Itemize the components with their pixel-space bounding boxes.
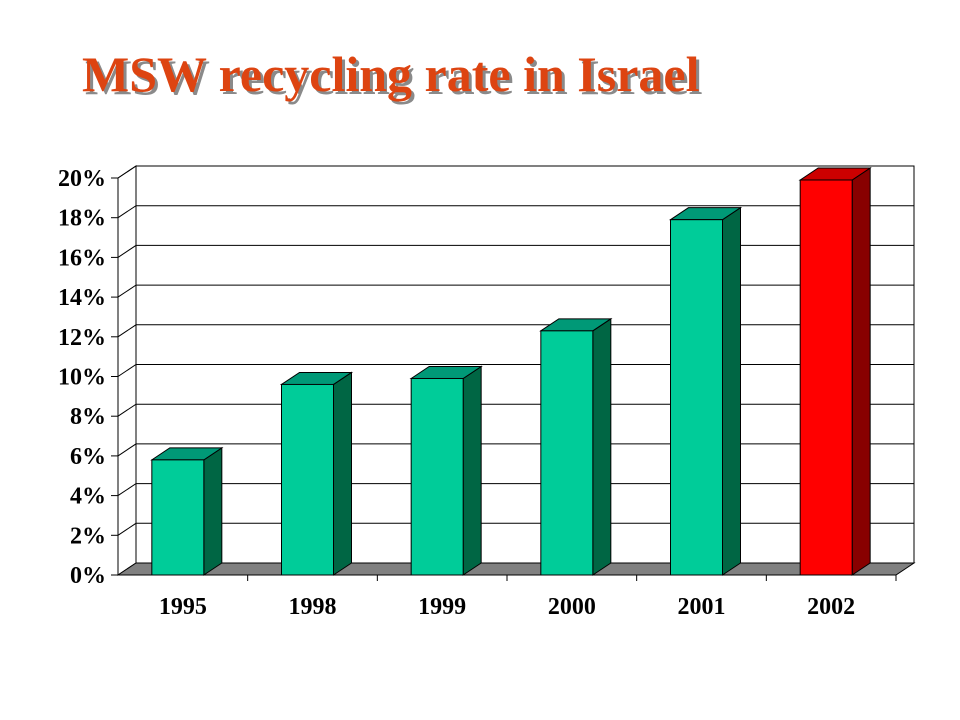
x-tick-label: 1995 (159, 594, 207, 620)
bar-side (722, 206, 741, 576)
bar-2002 (798, 167, 872, 576)
y-tick-label: 8% (70, 404, 106, 430)
x-tick-label: 2002 (807, 594, 855, 620)
x-tick-label: 2001 (678, 594, 726, 620)
gridline (117, 165, 914, 179)
bar-front (281, 383, 334, 576)
bar-side (851, 167, 871, 576)
bar-1995 (150, 446, 224, 576)
chart-bars (150, 167, 872, 576)
gridline (117, 324, 914, 338)
bar-front (670, 219, 723, 576)
bar-side (333, 371, 352, 576)
bar-1998 (279, 371, 354, 576)
x-tick-label: 1999 (418, 594, 466, 620)
gridline (117, 403, 914, 417)
gridline (117, 483, 914, 497)
y-tick-label: 20% (58, 166, 106, 192)
page-title: MSW recycling rate in Israel (82, 46, 700, 102)
bar-front (799, 179, 853, 576)
bar-front (540, 330, 594, 576)
y-tick-label: 0% (70, 563, 106, 589)
chart-floor-plane (116, 562, 916, 576)
bar-side (592, 317, 612, 576)
y-axis-ticks: 0% 2% 4% 6% 8% 10% 12% 14% 16% 18% 20% (58, 166, 106, 589)
chart-walls (117, 165, 915, 576)
y-tick-label: 2% (70, 523, 106, 549)
gridline (117, 284, 914, 298)
chart-axes (111, 177, 897, 581)
bar-front (410, 377, 464, 576)
bar-side (203, 446, 223, 576)
y-tick-label: 16% (58, 245, 106, 271)
x-axis-labels: 1995 1998 1999 2000 2001 2002 (159, 594, 855, 620)
y-tick-label: 18% (58, 206, 106, 232)
gridline (117, 205, 914, 219)
chart-gridlines (117, 165, 914, 536)
chart-floor (116, 562, 916, 576)
y-tick-label: 6% (70, 444, 106, 470)
gridline (117, 364, 914, 377)
y-tick-label: 14% (58, 285, 106, 311)
gridline (117, 522, 914, 536)
y-tick-label: 4% (70, 484, 106, 510)
x-tick-label: 2000 (548, 594, 596, 620)
bar-front (151, 459, 205, 576)
x-tick-label: 1998 (289, 594, 337, 620)
bar-side (462, 365, 482, 576)
y-tick-label: 10% (58, 365, 106, 391)
bar-2001 (668, 206, 743, 576)
gridline (117, 443, 914, 457)
y-tick-label: 12% (58, 325, 106, 351)
bar-1999 (409, 365, 483, 576)
bar-2000 (539, 317, 613, 576)
gridline (117, 244, 914, 258)
